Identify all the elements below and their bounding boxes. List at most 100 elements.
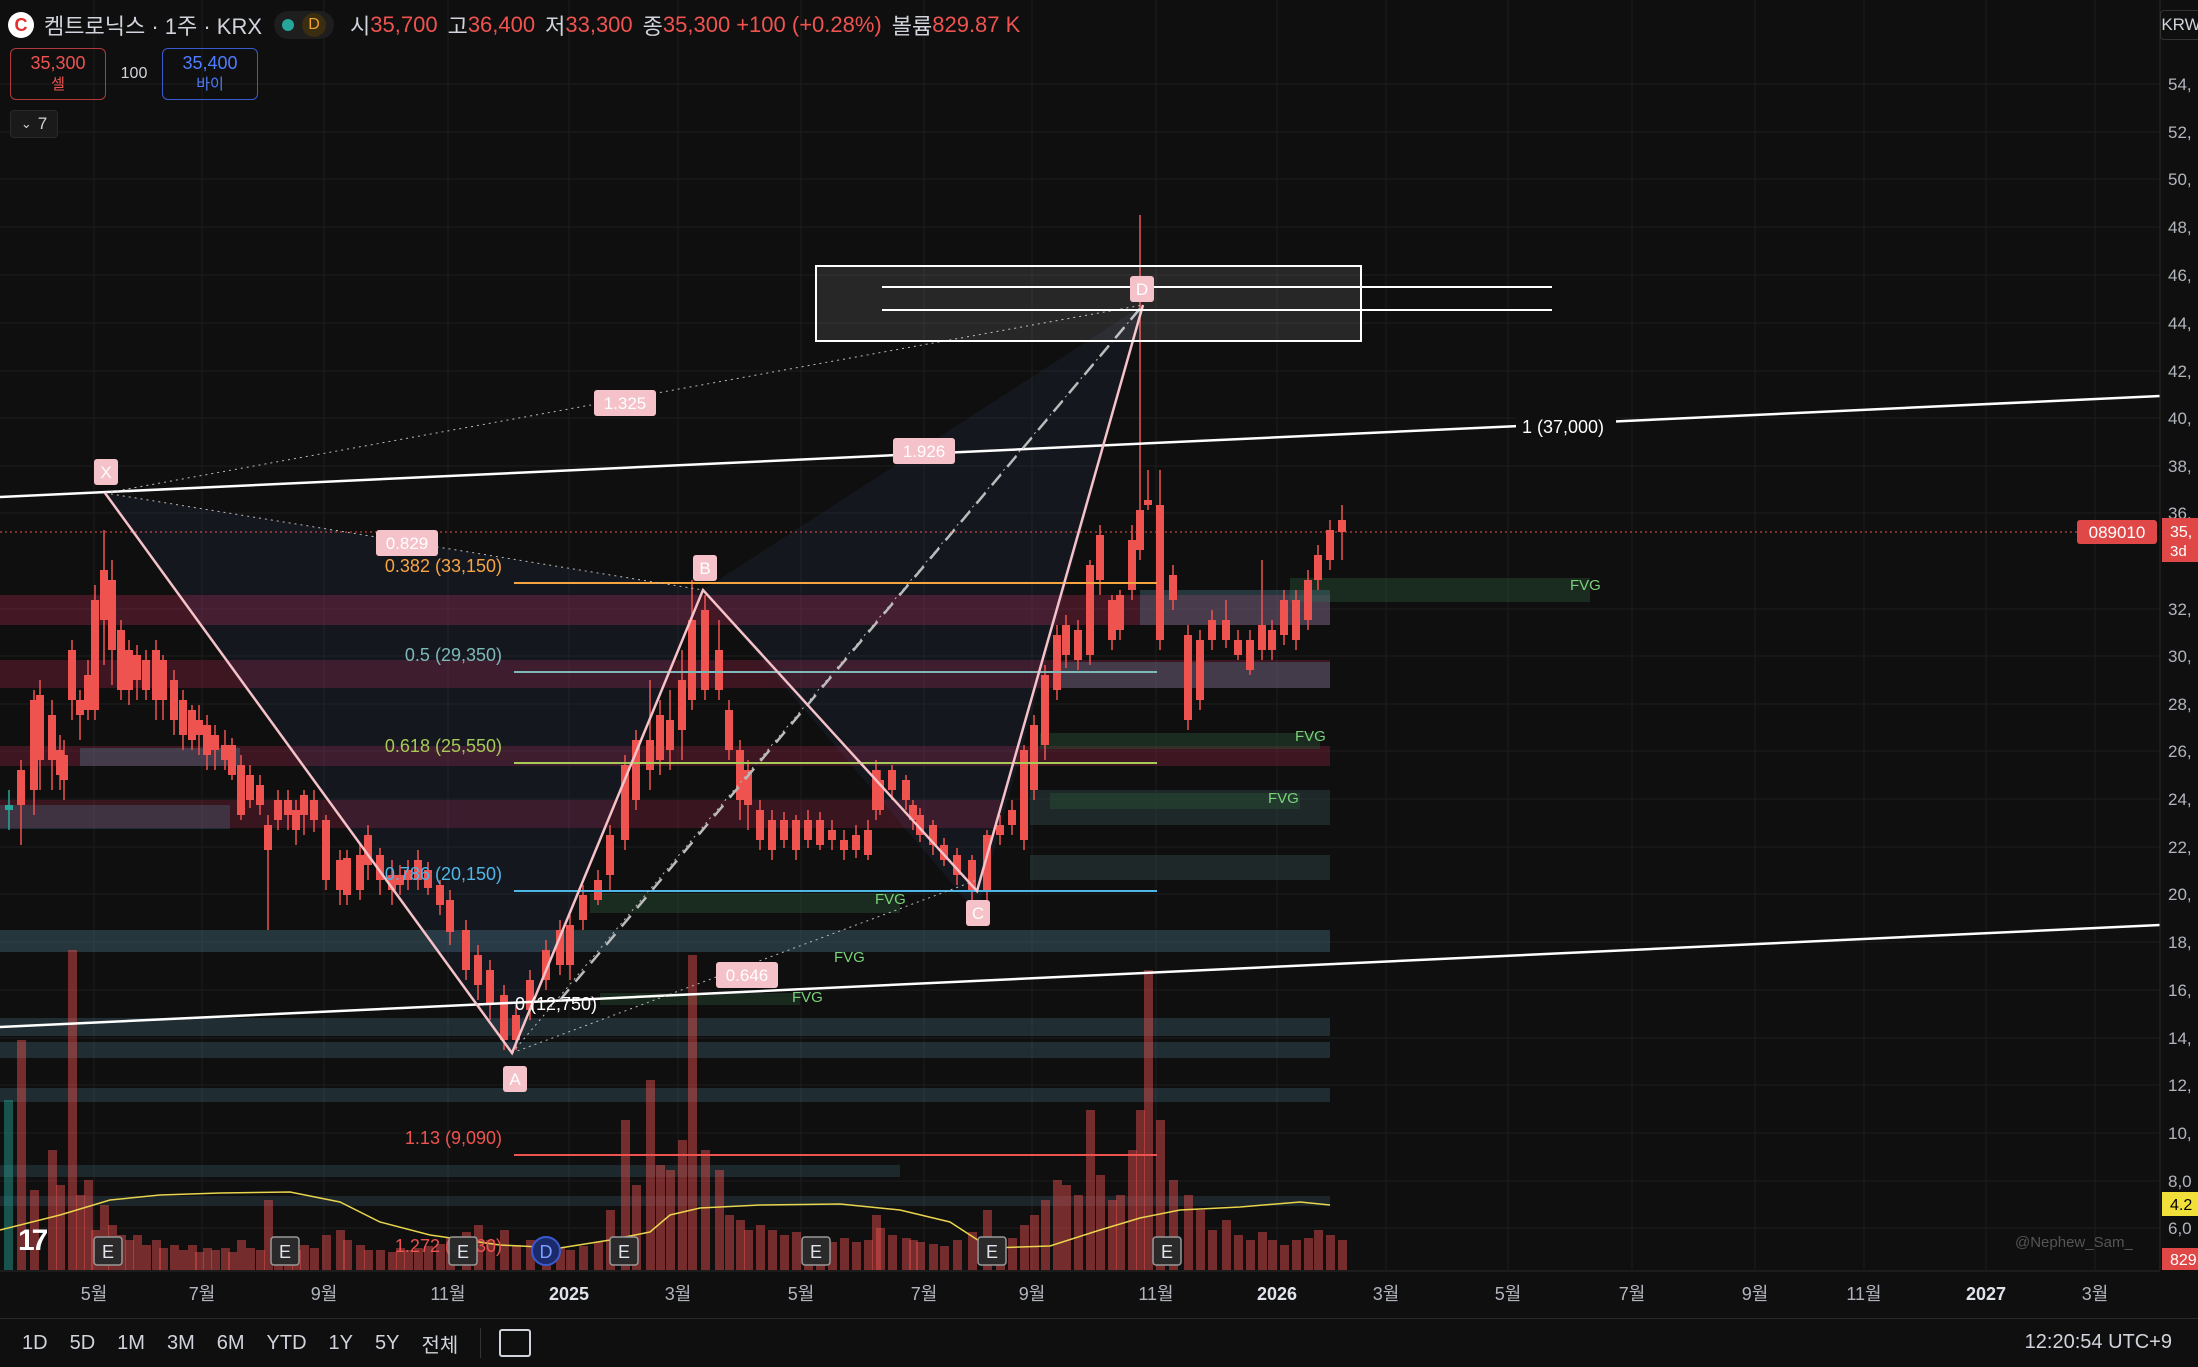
candle — [756, 800, 764, 850]
market-status-icon — [282, 19, 295, 31]
svg-text:35,: 35, — [2170, 524, 2192, 541]
change-value: +100 (+0.28%) — [736, 12, 882, 37]
pattern-point-x[interactable]: X — [94, 459, 118, 485]
earnings-marker[interactable]: E — [1152, 1236, 1182, 1266]
svg-text:E: E — [457, 1242, 469, 1262]
earnings-marker[interactable]: E — [93, 1236, 123, 1266]
timeframe-5y[interactable]: 5Y — [375, 1331, 400, 1354]
candle — [1314, 545, 1322, 590]
timeframe-1y[interactable]: 1Y — [328, 1331, 354, 1354]
volume-bar — [678, 1140, 687, 1270]
timeframe-1d[interactable]: 1D — [22, 1331, 48, 1354]
status-indicators[interactable]: D — [274, 11, 335, 39]
channel-upper-line[interactable] — [0, 394, 2160, 499]
pattern-point-b[interactable]: B — [693, 555, 717, 581]
candle — [211, 725, 219, 770]
price-axis-label: 28, — [2168, 695, 2192, 714]
volume-bar — [852, 1242, 861, 1270]
volume-bar — [195, 1252, 204, 1270]
fvg-zone — [0, 1018, 1330, 1036]
volume-bar — [356, 1245, 365, 1270]
candle — [474, 945, 482, 1000]
candle — [446, 890, 454, 945]
symbol-title[interactable]: 켐트로닉스 · 1주 · KRX — [44, 14, 263, 39]
quantity-field[interactable]: 100 — [120, 65, 148, 82]
volume-bar — [902, 1238, 911, 1270]
time-axis[interactable]: 5월 7월 9월 11월 2025 3월 5월 7월 9월 11월 2026 3월 5월 7월 9월 11월 2… — [81, 1284, 2109, 1304]
candle — [68, 640, 76, 720]
timeframe-ytd[interactable]: YTD — [266, 1331, 307, 1354]
volume-bar — [84, 1180, 93, 1270]
currency-button[interactable]: KRW — [2160, 10, 2198, 40]
prz-box[interactable] — [815, 265, 1362, 342]
sell-button[interactable]: 35,300 셀 — [10, 48, 106, 100]
pattern-legs[interactable] — [103, 304, 1145, 1056]
candle — [91, 585, 99, 720]
earnings-marker[interactable]: E — [977, 1236, 1007, 1266]
pattern-ad-link — [511, 304, 1144, 1054]
volume-bar — [725, 1215, 734, 1270]
volume-bar — [1338, 1240, 1347, 1270]
volume-bar — [1062, 1185, 1071, 1270]
candle — [188, 705, 196, 750]
price-axis-label: 14, — [2168, 1029, 2192, 1048]
volume-bar — [76, 1195, 85, 1270]
time-axis-label: 9월 — [1742, 1284, 1769, 1304]
earnings-marker[interactable]: E — [448, 1236, 478, 1266]
candle — [179, 690, 187, 750]
candle — [125, 640, 133, 705]
price-axis[interactable]: 54,52,50,48,46,44,42,40,38,36,32,30,28,2… — [2168, 75, 2192, 1238]
candle — [606, 825, 614, 890]
candle — [1258, 560, 1266, 660]
fvg-labels: FVG FVG FVG FVG FVG FVG — [792, 577, 1601, 1006]
fvg-zone — [0, 1088, 1330, 1102]
candle — [929, 820, 937, 855]
earnings-marker[interactable]: E — [801, 1236, 831, 1266]
timeframe-5d[interactable]: 5D — [69, 1331, 96, 1354]
candle — [678, 650, 686, 760]
timeframe-3m[interactable]: 3M — [166, 1331, 195, 1354]
earnings-marker[interactable]: E — [270, 1236, 300, 1266]
volume-bar — [594, 1242, 603, 1270]
candle — [486, 960, 494, 1020]
timeframe-all[interactable]: 전체 — [421, 1334, 459, 1357]
timeframe-6m[interactable]: 6M — [216, 1331, 245, 1354]
volume-bar — [1258, 1232, 1267, 1270]
low-value: 33,300 — [565, 12, 633, 37]
price-axis-label: 10, — [2168, 1124, 2192, 1143]
volume-bar — [142, 1245, 151, 1270]
dividend-marker[interactable]: D — [531, 1236, 561, 1266]
volume-bar — [756, 1225, 765, 1270]
earnings-marker[interactable]: E — [609, 1236, 639, 1266]
channel-lower-line[interactable] — [0, 923, 2160, 1029]
volume-bar — [343, 1240, 352, 1270]
date-range-calendar-icon[interactable] — [499, 1329, 532, 1357]
candle — [108, 560, 116, 685]
indicators-toggle-button[interactable]: ⌄ 7 — [10, 110, 58, 138]
time-axis-label: 7월 — [189, 1284, 216, 1304]
candle — [17, 760, 25, 845]
pattern-point-c[interactable]: C — [966, 900, 990, 926]
pattern-point-a[interactable]: A — [503, 1066, 527, 1092]
pattern-point-d[interactable]: D — [1130, 276, 1154, 302]
buy-button[interactable]: 35,400 바이 — [162, 48, 258, 100]
candle — [117, 620, 125, 700]
clock-readout[interactable]: 12:20:54 UTC+9 — [2024, 1331, 2172, 1353]
volume-value: 829.87 K — [932, 12, 1021, 37]
volume-bar — [656, 1165, 665, 1270]
volume-ma-line — [0, 1191, 1331, 1249]
candle — [1074, 620, 1082, 670]
candle — [1326, 520, 1334, 570]
candle — [404, 860, 412, 890]
candle — [594, 870, 602, 905]
volume-bar — [1030, 1215, 1039, 1270]
fib-113-label: 1.13 (9,090) — [405, 1128, 502, 1148]
timeframe-1m[interactable]: 1M — [117, 1331, 145, 1354]
candle — [1116, 590, 1124, 640]
volume-bar — [1128, 1150, 1137, 1270]
price-axis-label: 48, — [2168, 218, 2192, 237]
volume-bar — [56, 1185, 65, 1270]
tradingview-logo-icon[interactable]: 17 — [18, 1224, 48, 1257]
